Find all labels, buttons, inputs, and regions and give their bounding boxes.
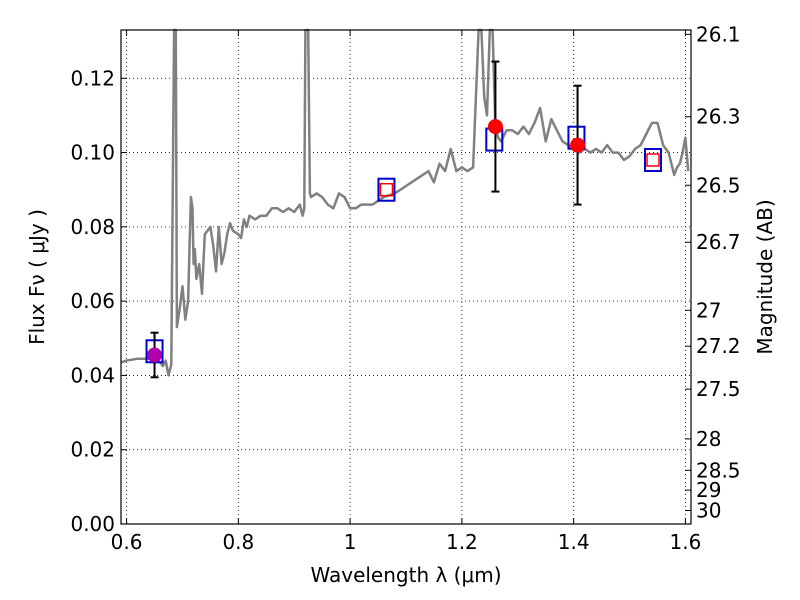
y-tick-label: 0.12 bbox=[70, 66, 115, 90]
y-tick-label: 0.08 bbox=[70, 215, 115, 239]
grid-lines bbox=[121, 30, 691, 525]
model-box bbox=[644, 148, 662, 172]
mag-tick-label: 29 bbox=[696, 478, 721, 502]
x-tick-label: 1.6 bbox=[670, 530, 702, 554]
mag-tick-label: 27.2 bbox=[696, 334, 741, 358]
mag-tick-label: 30 bbox=[696, 499, 721, 523]
model-box bbox=[377, 177, 396, 202]
x-tick-label: 0.6 bbox=[111, 530, 143, 554]
y-axis-label: Flux Fν ( μJy ) bbox=[25, 209, 49, 345]
observed-point-open bbox=[379, 182, 394, 197]
spectrum-layer bbox=[120, 28, 690, 377]
y-tick-label: 0.10 bbox=[70, 141, 115, 165]
mag-tick-label: 26.1 bbox=[696, 22, 741, 46]
x-tick-label: 1.4 bbox=[558, 530, 590, 554]
x-tick-label: 1 bbox=[344, 530, 357, 554]
observed-point-open bbox=[646, 153, 660, 167]
y-tick-label: 0.00 bbox=[70, 512, 115, 536]
plot-frame bbox=[120, 29, 692, 525]
axis-ticks: 0.6 0.8 1 1.2 1.4 1.6 0.00 0.02 0.04 0.06 0.08 0.10… bbox=[70, 22, 740, 554]
x-axis-label: Wavelength λ (μm) bbox=[310, 563, 501, 587]
mag-tick-label: 26.5 bbox=[696, 173, 741, 197]
mag-tick-label: 28.5 bbox=[696, 458, 741, 482]
y-tick-label: 0.02 bbox=[70, 438, 115, 462]
observed-layer bbox=[147, 60, 660, 379]
mag-tick-label: 27 bbox=[696, 298, 721, 322]
y-tick-label: 0.04 bbox=[70, 363, 115, 387]
x-tick-label: 0.8 bbox=[222, 530, 254, 554]
observed-point bbox=[570, 137, 586, 153]
mag-tick-label: 28 bbox=[696, 427, 721, 451]
mag-tick-label: 26.7 bbox=[696, 230, 741, 254]
model-layer bbox=[145, 125, 662, 364]
observed-point bbox=[147, 347, 163, 363]
observed-point bbox=[487, 119, 503, 135]
mag-tick-label: 27.5 bbox=[696, 377, 741, 401]
y-tick-label: 0.06 bbox=[70, 289, 115, 313]
y-axis-right-label: Magnitude (AB) bbox=[753, 199, 777, 354]
mag-tick-label: 26.3 bbox=[696, 105, 741, 129]
x-tick-label: 1.2 bbox=[446, 530, 478, 554]
spectrum-line bbox=[120, 28, 690, 377]
